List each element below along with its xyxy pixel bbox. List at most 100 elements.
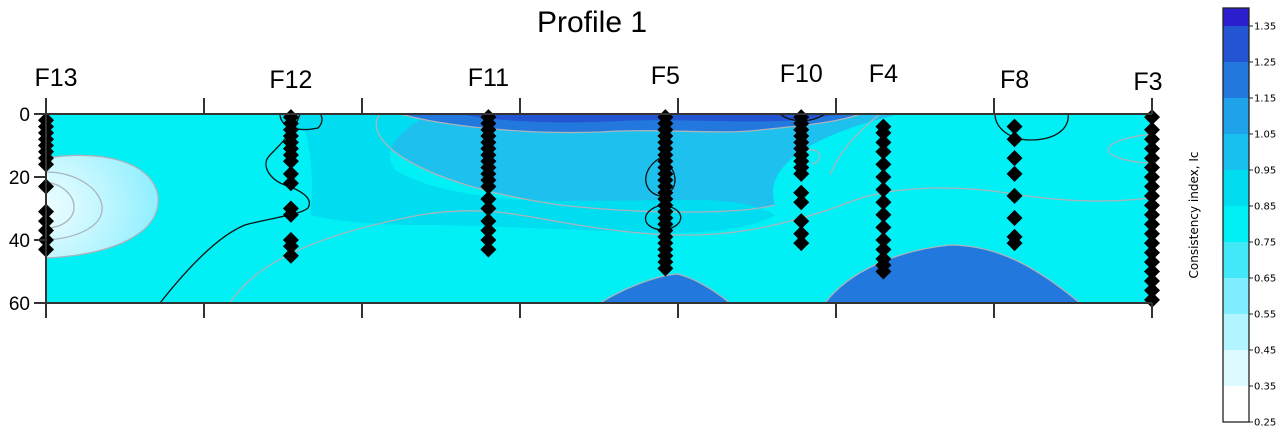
- sample-marker: [480, 241, 497, 258]
- colorbar-tick-label: 0.95: [1254, 166, 1276, 177]
- sample-marker: [1006, 150, 1023, 167]
- sample-marker: [480, 178, 497, 195]
- sample-marker: [1144, 216, 1160, 233]
- sample-marker: [875, 194, 892, 211]
- colorbar-title: Consistency index, Ic: [1187, 152, 1201, 279]
- contour-line: [599, 273, 731, 303]
- sample-marker: [1006, 131, 1023, 148]
- contour-line: [46, 171, 103, 241]
- colorbar-swatch: [1223, 26, 1249, 62]
- sample-marker: [282, 175, 299, 192]
- colorbar-swatch: [1223, 278, 1249, 314]
- sample-marker: [1144, 244, 1160, 261]
- sample-marker: [480, 232, 497, 248]
- colorbar-swatch: [1223, 170, 1249, 206]
- sample-marker: [1144, 159, 1160, 176]
- colorbar-swatch: [1223, 98, 1249, 134]
- contour-cyan-center: [300, 114, 775, 233]
- sample-marker: [1006, 187, 1023, 204]
- borehole-label-f5: F5: [651, 62, 680, 90]
- sample-marker: [282, 206, 299, 223]
- contour-line: [807, 149, 821, 165]
- sample-marker: [793, 213, 810, 230]
- contour-line: [46, 181, 75, 229]
- sample-marker: [1144, 140, 1160, 157]
- borehole-label-f10: F10: [780, 60, 823, 88]
- colorbar-tick-label: 0.35: [1254, 382, 1276, 393]
- sample-marker: [875, 169, 892, 185]
- colorbar-swatch: [1223, 134, 1249, 170]
- borehole-markers: [38, 109, 1160, 308]
- sample-marker: [480, 191, 497, 208]
- borehole-label-f11: F11: [468, 64, 509, 92]
- sample-marker: [1144, 235, 1160, 252]
- sample-marker: [793, 225, 810, 242]
- contour-line: [994, 114, 1069, 141]
- sample-marker: [1144, 272, 1160, 289]
- colorbar: 0.25 0.35 0.45 0.55 0.65 0.75 0.85 0.95 1.05 1.15…: [1222, 7, 1276, 429]
- sample-marker: [480, 213, 497, 230]
- y-tick-label: 60: [9, 294, 30, 315]
- sample-marker: [657, 260, 674, 277]
- sample-marker: [875, 143, 892, 160]
- colorbar-frame: [1222, 7, 1250, 423]
- sample-marker: [1144, 197, 1160, 214]
- sample-marker: [1144, 178, 1160, 195]
- sample-marker: [875, 232, 892, 248]
- contour-line: [159, 114, 310, 303]
- borehole-label-f4: F4: [869, 60, 898, 88]
- borehole-label-f8: F8: [1000, 66, 1029, 94]
- colorbar-tick-label: 1.15: [1254, 94, 1276, 105]
- colorbar-swatch: [1223, 242, 1249, 278]
- contour-top-dark-b: [460, 114, 835, 123]
- colorbar-tick-label: 1.35: [1254, 22, 1276, 33]
- sample-marker: [875, 219, 892, 236]
- y-tick-label: 40: [9, 231, 30, 252]
- contour-line: [824, 244, 1081, 303]
- sample-marker: [282, 153, 299, 170]
- sample-marker: [1144, 263, 1160, 280]
- sample-marker: [1006, 118, 1023, 135]
- colorbar-tick-label: 1.05: [1254, 130, 1276, 141]
- x-axis-ticks: [45, 98, 1153, 318]
- sample-marker: [282, 165, 299, 182]
- y-axis-ticks: 0 20 40 60: [9, 105, 46, 315]
- sample-marker: [793, 194, 810, 211]
- borehole-label-f13: F13: [34, 64, 77, 92]
- colorbar-swatch: [1223, 206, 1249, 242]
- sample-marker: [875, 241, 892, 258]
- sample-marker: [1144, 225, 1160, 242]
- borehole-labels: F13 F12 F11 F5 F10 F4 F8 F3: [34, 60, 1162, 96]
- sample-marker: [1006, 165, 1023, 182]
- colorbar-tick-label: 0.55: [1254, 310, 1276, 321]
- chart-title: Profile 1: [537, 6, 647, 39]
- borehole-label-f3: F3: [1133, 68, 1162, 96]
- colorbar-tick-label: 1.25: [1254, 58, 1276, 69]
- sample-marker: [1144, 206, 1160, 223]
- colorbar-tick-label: 0.75: [1254, 238, 1276, 249]
- sample-marker: [1144, 131, 1160, 148]
- sample-marker: [793, 165, 810, 182]
- y-tick-label: 0: [19, 105, 30, 126]
- contour-line: [46, 154, 159, 259]
- contour-line: [645, 157, 676, 197]
- colorbar-tick-label: 0.45: [1254, 346, 1276, 357]
- colorbar-tick-label: 0.85: [1254, 202, 1276, 213]
- sample-marker: [1144, 150, 1160, 167]
- contour-line: [1107, 133, 1152, 164]
- contour-line: [375, 114, 776, 213]
- sample-marker: [793, 235, 810, 252]
- sample-marker: [480, 222, 497, 239]
- sample-marker: [282, 247, 299, 264]
- sample-marker: [1144, 254, 1160, 271]
- sample-marker: [1144, 282, 1160, 299]
- sample-marker: [1144, 169, 1160, 185]
- sample-marker: [793, 184, 810, 201]
- sample-marker: [875, 124, 892, 141]
- colorbar-swatch: [1223, 314, 1249, 350]
- sample-marker: [480, 200, 497, 217]
- sample-marker: [1006, 209, 1023, 226]
- colorbar-swatch: [1223, 350, 1249, 386]
- colorbar-swatch: [1223, 8, 1249, 26]
